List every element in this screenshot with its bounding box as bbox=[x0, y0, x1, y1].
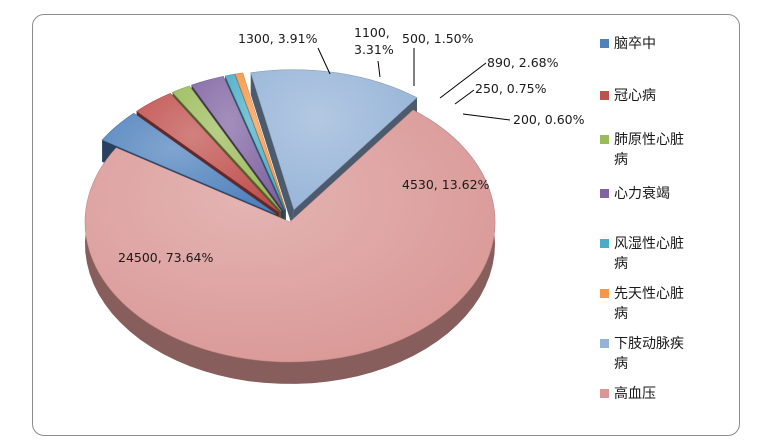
legend-item: 冠心病 bbox=[600, 86, 714, 106]
data-label: 3.31% bbox=[354, 42, 394, 57]
legend-swatch bbox=[600, 39, 609, 48]
pie-slice-gloss bbox=[102, 113, 276, 215]
legend-swatch bbox=[600, 339, 609, 348]
data-label: 1300, 3.91% bbox=[238, 31, 318, 46]
legend-label: 风湿性心脏病 bbox=[614, 236, 684, 272]
leader-line bbox=[462, 113, 511, 121]
legend-swatch bbox=[600, 289, 609, 298]
data-label: 500, 1.50% bbox=[402, 31, 474, 46]
data-label: 24500, 73.64% bbox=[118, 250, 213, 265]
legend-label: 先天性心脏病 bbox=[614, 286, 684, 322]
data-label: 1100, bbox=[354, 25, 390, 40]
legend-swatch bbox=[600, 91, 609, 100]
data-label: 890, 2.68% bbox=[487, 55, 559, 70]
legend-swatch bbox=[600, 239, 609, 248]
pie-slice-8 bbox=[84, 109, 496, 384]
legend-label: 下肢动脉疾病 bbox=[614, 336, 684, 372]
leader-line bbox=[377, 60, 381, 78]
legend-label: 肺原性心脏病 bbox=[614, 132, 684, 168]
legend-swatch bbox=[600, 189, 609, 198]
leader-line bbox=[317, 47, 331, 75]
pie-slice-gloss bbox=[250, 69, 417, 210]
leader-line bbox=[439, 62, 487, 99]
leader-line bbox=[454, 89, 475, 105]
data-label: 200, 0.60% bbox=[513, 112, 585, 127]
data-label: 4530, 13.62% bbox=[402, 177, 490, 192]
legend-label: 冠心病 bbox=[614, 88, 656, 104]
data-label: 250, 0.75% bbox=[475, 81, 547, 96]
legend-item: 风湿性心脏病 bbox=[600, 234, 714, 274]
pie-slice-gloss bbox=[172, 85, 282, 211]
legend-item: 心力衰竭 bbox=[600, 184, 714, 204]
pie-slice-cut-face bbox=[250, 72, 294, 232]
legend-label: 脑卒中 bbox=[614, 36, 656, 52]
legend-swatch bbox=[600, 135, 609, 144]
pie-slice-gloss bbox=[225, 74, 286, 210]
pie-slice-gloss bbox=[235, 72, 286, 210]
legend-item: 脑卒中 bbox=[600, 34, 714, 54]
legend-swatch bbox=[600, 389, 609, 398]
legend-item: 肺原性心脏病 bbox=[600, 130, 714, 170]
pie-slice-gloss bbox=[85, 110, 496, 362]
pie-slice-gloss bbox=[191, 76, 284, 211]
legend-item: 先天性心脏病 bbox=[600, 284, 714, 324]
legend-label: 高血压 bbox=[614, 386, 656, 402]
pie-slice-gloss bbox=[136, 93, 279, 213]
legend-label: 心力衰竭 bbox=[614, 186, 670, 202]
legend-item: 高血压 bbox=[600, 384, 714, 404]
legend-item: 下肢动脉疾病 bbox=[600, 334, 714, 374]
